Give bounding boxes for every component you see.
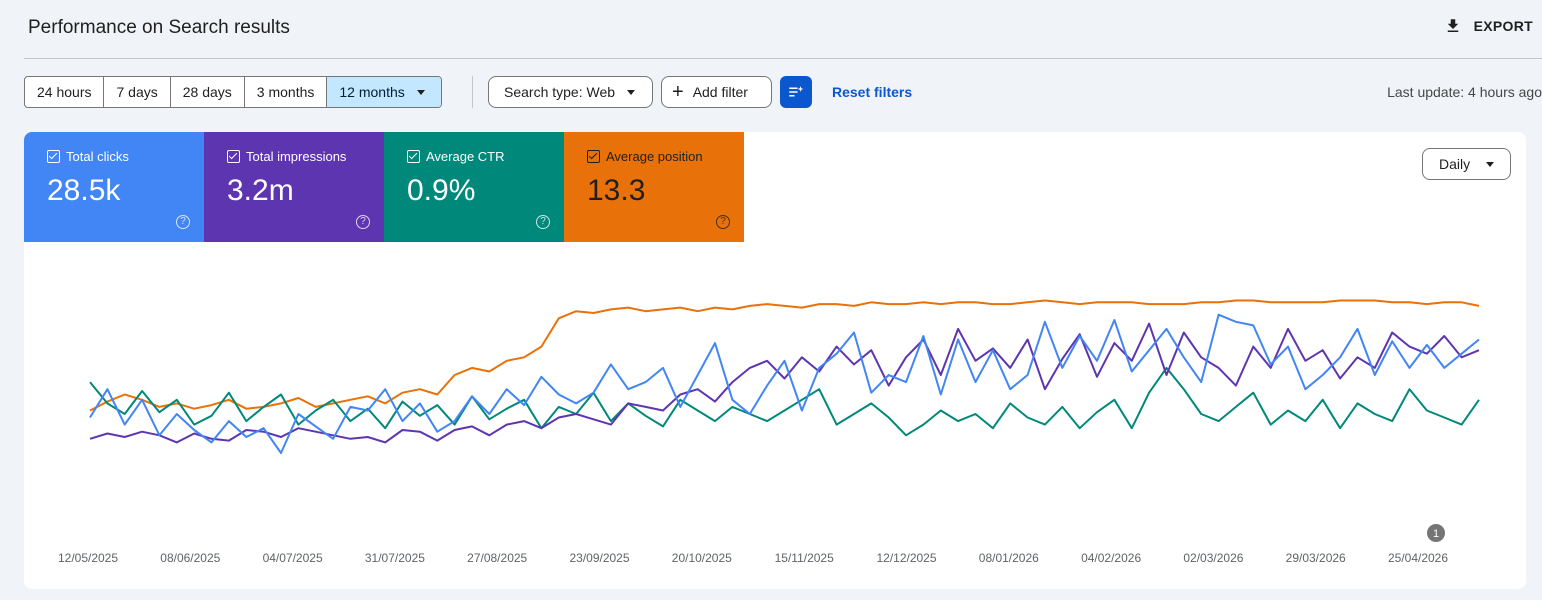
chevron-down-icon (1486, 161, 1495, 167)
range-12-months[interactable]: 12 months (327, 77, 441, 107)
search-type-label: Search type: Web (504, 84, 616, 100)
granularity-dropdown[interactable]: Daily (1422, 148, 1511, 180)
x-tick-label: 04/07/2025 (263, 551, 323, 565)
filter-settings-button[interactable] (780, 76, 812, 108)
chevron-down-icon (416, 89, 425, 95)
header-divider (24, 58, 1542, 59)
page-header: Performance on Search results EXPORT (0, 0, 1542, 58)
annotation-marker[interactable] (1427, 524, 1445, 542)
x-tick-label: 29/03/2026 (1286, 551, 1346, 565)
metric-total-impressions[interactable]: Total impressions 3.2m ? (204, 132, 384, 242)
metric-average-position[interactable]: Average position 13.3 ? (564, 132, 744, 242)
last-update-text: Last update: 4 hours ago (1387, 84, 1542, 100)
series-line-average-position (89, 299, 1480, 412)
x-tick-label: 08/06/2025 (160, 551, 220, 565)
chevron-down-icon (627, 89, 636, 95)
help-icon[interactable]: ? (356, 215, 370, 229)
checkbox-icon[interactable] (47, 150, 60, 163)
metric-value: 13.3 (587, 174, 646, 207)
reset-filters-link[interactable]: Reset filters (832, 84, 913, 100)
x-tick-label: 04/02/2026 (1081, 551, 1141, 565)
help-icon[interactable]: ? (716, 215, 730, 229)
export-label: EXPORT (1473, 18, 1533, 34)
help-icon[interactable]: ? (176, 215, 190, 229)
metric-value: 0.9% (407, 174, 476, 207)
checkbox-icon[interactable] (407, 150, 420, 163)
metric-label: Average position (606, 149, 703, 164)
range-24-hours[interactable]: 24 hours (25, 77, 105, 107)
metric-total-clicks[interactable]: Total clicks 28.5k ? (24, 132, 204, 242)
export-button[interactable]: EXPORT (1444, 17, 1533, 35)
x-tick-label: 15/11/2025 (775, 551, 834, 565)
metric-value: 28.5k (47, 174, 121, 207)
x-tick-label: 08/01/2026 (979, 551, 1039, 565)
granularity-label: Daily (1439, 156, 1471, 172)
x-tick-label: 23/09/2025 (569, 551, 629, 565)
series-line-total-clicks (89, 313, 1480, 454)
series-line-total-impressions (89, 322, 1480, 444)
metric-label: Average CTR (426, 149, 505, 164)
metric-average-ctr[interactable]: Average CTR 0.9% ? (384, 132, 564, 242)
checkbox-icon[interactable] (587, 150, 600, 163)
range-7-days[interactable]: 7 days (104, 77, 171, 107)
x-tick-label: 02/03/2026 (1183, 551, 1243, 565)
annotation-label: 1 (1433, 528, 1439, 540)
search-type-dropdown[interactable]: Search type: Web (488, 76, 653, 108)
metric-value: 3.2m (227, 174, 294, 207)
x-tick-label: 12/12/2025 (876, 551, 936, 565)
toolbar-divider (472, 76, 473, 108)
checkbox-icon[interactable] (227, 150, 240, 163)
x-tick-label: 25/04/2026 (1388, 551, 1448, 565)
add-filter-button[interactable]: + Add filter (661, 76, 772, 108)
x-tick-label: 27/08/2025 (467, 551, 527, 565)
plus-icon: + (672, 81, 684, 103)
metric-label: Total clicks (66, 149, 129, 164)
filter-sparkle-icon (789, 86, 804, 97)
x-tick-label: 12/05/2025 (58, 551, 118, 565)
performance-card: 12/05/2025 08/06/2025 04/07/2025 31/07/2025… (24, 132, 1526, 589)
toolbar: 24 hours 7 days 28 days 3 months 12 mont… (24, 76, 1542, 108)
x-tick-label: 31/07/2025 (365, 551, 425, 565)
metric-label: Total impressions (246, 149, 347, 164)
help-icon[interactable]: ? (536, 215, 550, 229)
range-28-days[interactable]: 28 days (171, 77, 245, 107)
add-filter-label: Add filter (692, 84, 748, 100)
performance-chart: 12/05/2025 08/06/2025 04/07/2025 31/07/2025… (58, 299, 1480, 565)
download-icon (1447, 19, 1458, 32)
x-tick-label: 20/10/2025 (672, 551, 732, 565)
page-title: Performance on Search results (28, 17, 290, 38)
range-3-months[interactable]: 3 months (245, 77, 328, 107)
date-range-selector: 24 hours 7 days 28 days 3 months 12 mont… (24, 76, 442, 108)
series-line-average-ctr (89, 366, 1480, 437)
range-12-months-label: 12 months (339, 84, 405, 100)
